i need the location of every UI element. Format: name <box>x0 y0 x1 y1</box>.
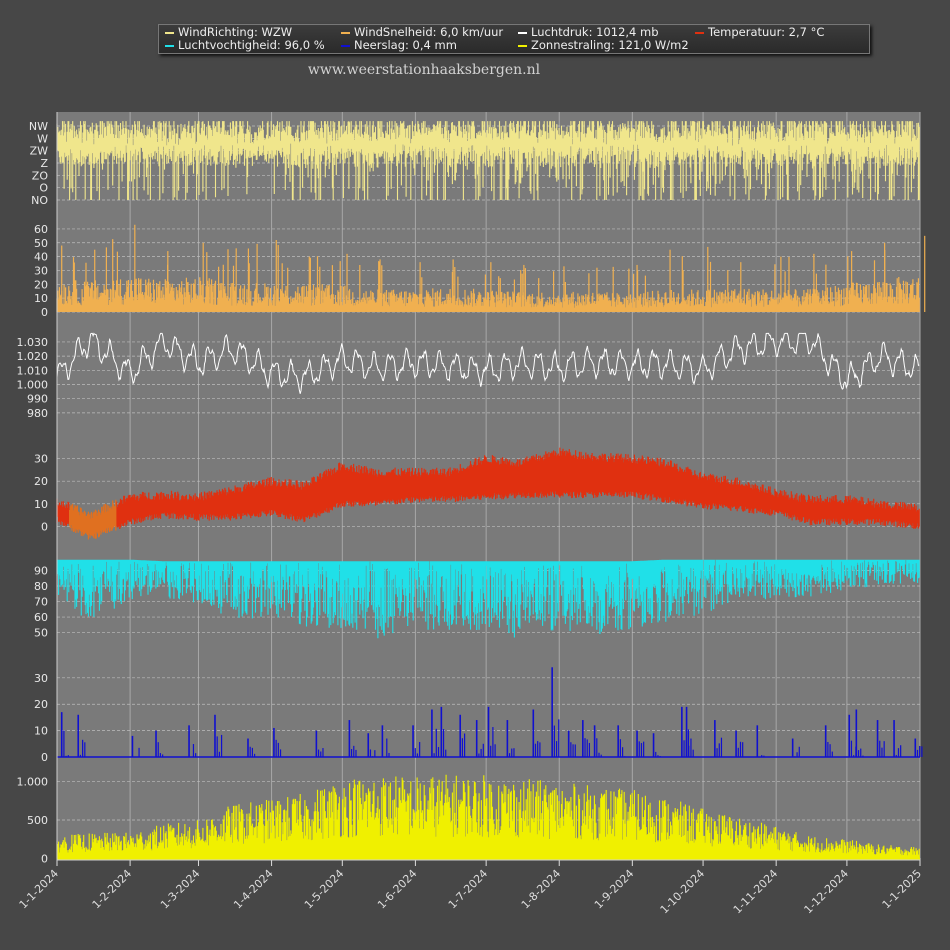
legend-item-luchtdruk: Luchtdruk: 1012,4 mb <box>518 25 659 39</box>
x-tick-label: 1-8-2024 <box>519 867 564 912</box>
y-tick-label: 20 <box>34 278 48 291</box>
y-tick-label: 80 <box>34 580 48 593</box>
y-tick-label: 500 <box>27 814 48 827</box>
y-tick-label: 1.000 <box>17 379 49 392</box>
y-tick-label: 0 <box>41 852 48 865</box>
x-tick-label: 1-10-2024 <box>658 867 707 916</box>
temperature-range-cold <box>69 499 117 540</box>
x-tick-label: 1-12-2024 <box>802 867 851 916</box>
legend-item-temperatuur: Temperatuur: 2,7 °C <box>695 25 824 39</box>
y-tick-label: 40 <box>34 251 48 264</box>
legend-item-windsnelheid: WindSnelheid: 6,0 km/uur <box>341 25 503 39</box>
legend-item-neerslag: Neerslag: 0,4 mm <box>341 38 457 52</box>
legend-item-windrichting: WindRichting: WZW <box>165 25 292 39</box>
y-tick-label: 0 <box>41 520 48 533</box>
y-tick-label: 980 <box>27 407 48 420</box>
y-tick-label: 50 <box>34 627 48 640</box>
y-tick-label: 1.020 <box>17 350 49 363</box>
x-tick-label: 1-11-2024 <box>731 867 780 916</box>
y-tick-label: 20 <box>34 698 48 711</box>
legend-item-zonnestraling: Zonnestraling: 121,0 W/m2 <box>518 38 689 52</box>
wind-speed-series <box>56 224 926 312</box>
legend-item-luchtvochtigheid: Luchtvochtigheid: 96,0 % <box>165 38 325 52</box>
x-tick-label: 1-4-2024 <box>231 867 276 912</box>
y-tick-label: 30 <box>34 453 48 466</box>
y-tick-label: 60 <box>34 611 48 624</box>
x-tick-label: 1-6-2024 <box>375 867 420 912</box>
y-tick-label: 1.030 <box>17 336 49 349</box>
y-tick-label: 10 <box>34 292 48 305</box>
y-tick-label: 990 <box>27 393 48 406</box>
wind-dir-tick-label: NW <box>29 120 48 133</box>
y-tick-label: 60 <box>34 223 48 236</box>
x-tick-label: 1-7-2024 <box>446 867 491 912</box>
y-tick-label: 30 <box>34 672 48 685</box>
rain-series <box>57 667 923 758</box>
wind-dir-tick-label: W <box>37 132 48 145</box>
y-tick-label: 50 <box>34 237 48 250</box>
pressure-line <box>56 332 920 394</box>
x-tick-label: 1-3-2024 <box>158 867 203 912</box>
y-tick-label: 1.000 <box>17 776 49 789</box>
wind-dir-tick-label: ZW <box>30 145 49 158</box>
legend: WindRichting: WZW WindSnelheid: 6,0 km/u… <box>158 24 870 54</box>
wind-dir-tick-label: NO <box>31 194 48 207</box>
y-tick-label: 1.010 <box>17 364 49 377</box>
y-tick-label: 0 <box>41 751 48 764</box>
x-tick-label: 1-1-2025 <box>880 867 925 912</box>
y-tick-label: 30 <box>34 264 48 277</box>
y-tick-label: 90 <box>34 565 48 578</box>
y-tick-label: 10 <box>34 498 48 511</box>
wind-dir-tick-label: ZO <box>32 169 49 182</box>
y-tick-label: 70 <box>34 596 48 609</box>
x-tick-label: 1-2-2024 <box>90 867 135 912</box>
wind-dir-tick-label: O <box>39 182 48 195</box>
y-tick-label: 10 <box>34 725 48 738</box>
website-label: www.weerstationhaaksbergen.nl <box>307 62 541 78</box>
y-tick-label: 0 <box>41 306 48 319</box>
wind-dir-tick-label: Z <box>40 157 48 170</box>
x-tick-label: 1-9-2024 <box>592 867 637 912</box>
x-tick-label: 1-5-2024 <box>302 867 347 912</box>
x-tick-label: 1-1-2024 <box>17 867 62 912</box>
y-tick-label: 20 <box>34 475 48 488</box>
